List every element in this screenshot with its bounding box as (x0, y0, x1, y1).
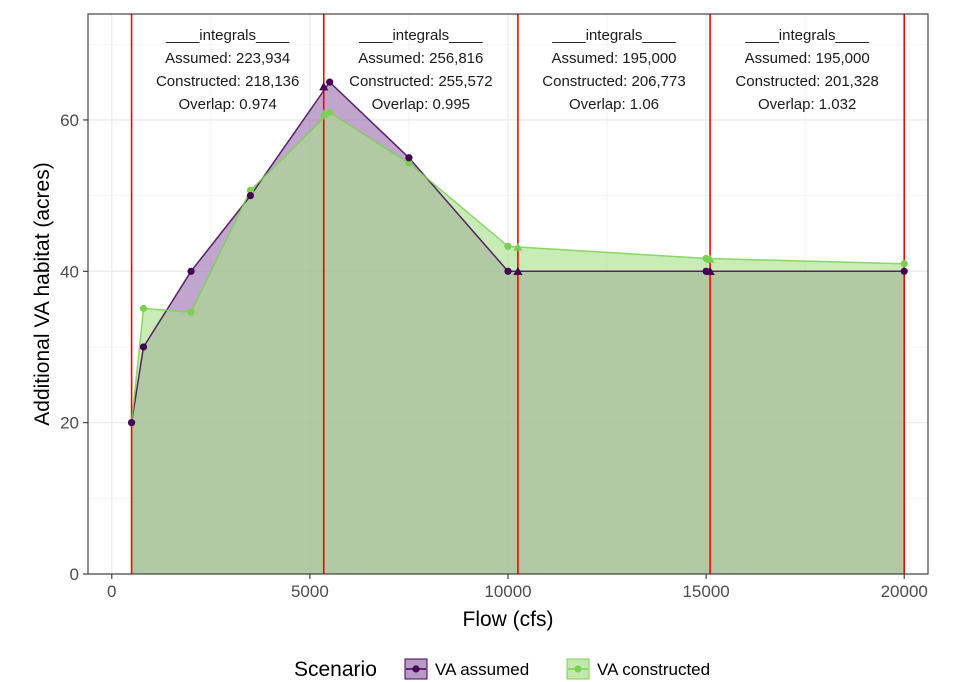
data-point (187, 308, 195, 316)
annotation-heading: ____integrals____ (165, 27, 290, 44)
legend-key-point (574, 665, 582, 673)
x-tick-label: 20000 (881, 582, 928, 601)
annotation-assumed: Assumed: 256,816 (358, 50, 483, 67)
annotation-constructed: Constructed: 218,136 (156, 73, 299, 90)
annotation-heading: ____integrals____ (358, 27, 483, 44)
y-tick-label: 0 (70, 565, 79, 584)
x-tick-label: 15000 (682, 582, 729, 601)
annotation-overlap: Overlap: 1.06 (569, 96, 659, 113)
triangle-marker (705, 254, 715, 263)
data-point (326, 78, 334, 86)
y-axis-title: Additional VA habitat (acres) (31, 162, 54, 425)
x-axis-title: Flow (cfs) (463, 608, 554, 631)
annotation-heading: ____integrals____ (551, 27, 676, 44)
data-point (127, 419, 136, 427)
legend-key-point (412, 665, 420, 673)
data-point (139, 304, 148, 312)
y-tick-label: 40 (60, 262, 79, 281)
annotation-constructed: Constructed: 255,572 (349, 73, 492, 90)
annotation-constructed: Constructed: 206,773 (542, 73, 685, 90)
triangle-marker (513, 242, 523, 251)
triangle-marker (319, 109, 329, 118)
legend: Scenario VA assumed VA constructed (294, 658, 710, 681)
data-point (405, 154, 413, 162)
x-tick-label: 10000 (484, 582, 531, 601)
annotation-overlap: Overlap: 0.974 (178, 96, 276, 113)
x-tick-label: 0 (107, 582, 116, 601)
data-point (326, 108, 334, 116)
annotation-assumed: Assumed: 195,000 (551, 50, 676, 67)
data-point (504, 267, 512, 275)
triangle-marker (705, 266, 715, 275)
annotation-assumed: Assumed: 223,934 (165, 50, 290, 67)
annotation-assumed: Assumed: 195,000 (745, 50, 870, 67)
legend-label-va-constructed: VA constructed (597, 660, 710, 679)
y-tick-label: 60 (60, 111, 79, 130)
data-point (246, 192, 255, 200)
annotation-overlap: Overlap: 1.032 (758, 96, 856, 113)
series-points (127, 78, 908, 427)
data-point (405, 159, 413, 167)
data-point (139, 343, 148, 351)
x-tick-label: 5000 (291, 582, 329, 601)
data-point (504, 242, 512, 250)
data-point (187, 267, 195, 275)
annotation-constructed: Constructed: 201,328 (735, 73, 878, 90)
breakpoint-lines (130, 14, 906, 574)
data-point (246, 186, 255, 194)
annotation-heading: ____integrals____ (744, 27, 869, 44)
legend-title: Scenario (294, 658, 377, 681)
integral-annotations: ____integrals____ Assumed: 223,934 Constru… (156, 27, 879, 113)
annotation-overlap: Overlap: 0.995 (372, 96, 470, 113)
triangle-marker (513, 266, 523, 275)
data-point (900, 260, 908, 268)
axes: 0 5000 10000 15000 20000 0 20 40 60 Flow (cfs) Add… (31, 13, 929, 631)
triangle-marker (319, 82, 329, 91)
legend-label-va-assumed: VA assumed (435, 660, 529, 679)
data-point (900, 267, 908, 275)
y-tick-label: 20 (60, 414, 79, 433)
